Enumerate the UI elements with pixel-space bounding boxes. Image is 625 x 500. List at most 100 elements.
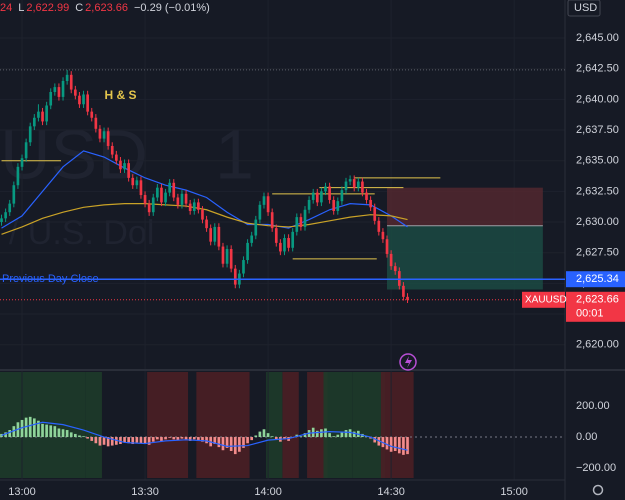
candle-body bbox=[385, 239, 389, 254]
candle-body bbox=[283, 237, 286, 252]
histogram-bar bbox=[180, 437, 184, 439]
histogram-bar bbox=[344, 430, 348, 438]
histogram-bar bbox=[201, 437, 204, 442]
histogram-bar bbox=[397, 437, 401, 454]
candle-body bbox=[49, 92, 53, 106]
candle-body bbox=[143, 195, 147, 204]
histogram-bar bbox=[336, 434, 340, 438]
histogram-bar bbox=[147, 437, 151, 445]
histogram-bar bbox=[164, 437, 167, 440]
ohlc-item: C bbox=[75, 2, 83, 14]
signal-band bbox=[85, 372, 102, 478]
histogram-bar bbox=[151, 437, 155, 442]
histogram-bar bbox=[41, 423, 44, 438]
prev-close-label: Previous Day Close bbox=[2, 273, 99, 285]
histogram-bar bbox=[139, 437, 143, 444]
watermark-description: t / U.S. Dol bbox=[0, 214, 154, 252]
histogram-bar bbox=[90, 437, 94, 441]
y-tick-label: 2,620.00 bbox=[576, 339, 619, 351]
y-tick-label: 2,635.00 bbox=[576, 155, 619, 167]
histogram-bar bbox=[135, 437, 139, 443]
histogram-bar bbox=[250, 437, 254, 441]
histogram-bar bbox=[270, 436, 274, 438]
histogram-bar bbox=[115, 437, 118, 445]
symbol-badge bbox=[522, 291, 565, 308]
candle-body bbox=[82, 94, 85, 105]
histogram-bar bbox=[406, 437, 409, 455]
histogram-bar bbox=[86, 437, 89, 439]
signal-band bbox=[196, 372, 250, 478]
candle-body bbox=[78, 95, 81, 105]
histogram-bar bbox=[348, 429, 352, 438]
histogram-bar bbox=[78, 435, 81, 438]
histogram-bar bbox=[274, 437, 278, 440]
candle-body bbox=[258, 204, 262, 220]
candle-body bbox=[119, 160, 122, 170]
candle-body bbox=[192, 202, 196, 211]
y-tick-label: 2,640.00 bbox=[576, 93, 619, 105]
candle-body bbox=[180, 193, 184, 205]
candle-body bbox=[246, 242, 249, 261]
candle-body bbox=[311, 192, 315, 200]
histogram-bar bbox=[197, 437, 200, 441]
candle-body bbox=[209, 228, 213, 242]
prev-close-badge bbox=[566, 271, 625, 288]
candle-body bbox=[348, 179, 352, 182]
candle-body bbox=[315, 192, 319, 203]
candle-body bbox=[361, 181, 364, 193]
candle-body bbox=[131, 177, 135, 186]
histogram-bar bbox=[242, 437, 245, 448]
candle-body bbox=[110, 145, 114, 155]
signal-band bbox=[307, 372, 328, 478]
histogram-bar bbox=[131, 437, 135, 445]
histogram-bar bbox=[262, 429, 266, 438]
candle-body bbox=[250, 235, 254, 243]
currency-button[interactable] bbox=[567, 0, 601, 17]
signal-band bbox=[352, 372, 385, 478]
candle-body bbox=[12, 185, 16, 204]
candle-body bbox=[8, 203, 12, 213]
histogram-bar bbox=[160, 437, 163, 441]
candle-body bbox=[98, 128, 102, 139]
alert-icon[interactable] bbox=[399, 353, 417, 371]
x-tick-label: 14:00 bbox=[254, 486, 282, 498]
y-tick-label: 2,632.50 bbox=[576, 185, 619, 197]
candle-body bbox=[4, 212, 7, 219]
signal-band bbox=[266, 372, 283, 478]
candle-body bbox=[20, 158, 24, 167]
watermark-interval: 1 bbox=[215, 115, 254, 193]
histogram-bar bbox=[283, 437, 286, 440]
histogram-bar bbox=[32, 418, 36, 438]
candle-body bbox=[168, 182, 171, 193]
candle-body bbox=[332, 199, 336, 211]
candle-body bbox=[16, 166, 20, 186]
ohlc-item: L bbox=[18, 2, 24, 14]
histogram-bar bbox=[188, 437, 192, 441]
candle-body bbox=[37, 111, 40, 118]
candle-body bbox=[123, 163, 126, 170]
ohlc-item: 24 bbox=[0, 2, 12, 14]
candle-body bbox=[28, 126, 32, 143]
candle-body bbox=[102, 131, 106, 139]
histogram-bar bbox=[315, 430, 319, 438]
histogram-bar bbox=[12, 426, 16, 438]
histogram-bar bbox=[332, 436, 336, 438]
histogram-bar bbox=[254, 435, 258, 438]
alert-bolt bbox=[405, 356, 412, 368]
histogram-bar bbox=[61, 429, 65, 438]
candle-body bbox=[115, 154, 118, 161]
candle-body bbox=[262, 196, 266, 205]
candle-body bbox=[328, 186, 331, 200]
candle-body bbox=[32, 117, 36, 127]
candle-body bbox=[344, 181, 348, 191]
candle-body bbox=[373, 207, 377, 221]
histogram-bar bbox=[123, 437, 126, 443]
signal-band bbox=[282, 372, 299, 478]
histogram-bar bbox=[98, 437, 102, 446]
y-tick-label: 2,645.00 bbox=[576, 32, 619, 44]
candle-body bbox=[229, 249, 233, 269]
candle-body bbox=[393, 266, 397, 272]
settings-icon[interactable] bbox=[592, 484, 604, 496]
candle-body bbox=[147, 203, 151, 213]
